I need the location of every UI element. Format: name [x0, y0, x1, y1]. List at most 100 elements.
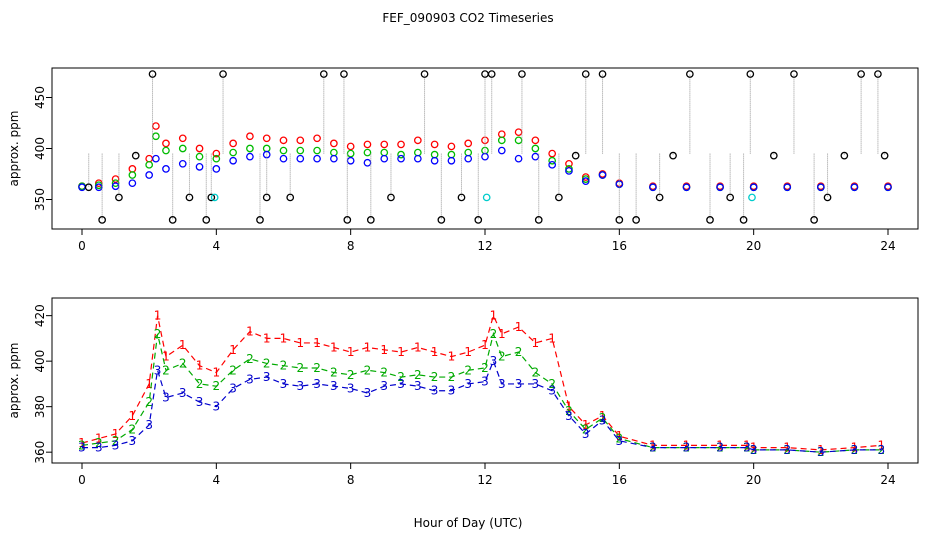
chart-title: FEF_090903 CO2 Timeseries — [382, 11, 553, 25]
data-point — [262, 144, 271, 153]
series-line — [81, 313, 882, 451]
x-tick-label: 20 — [746, 239, 761, 253]
point-label: 2 — [347, 368, 355, 382]
point-label: 1 — [154, 309, 162, 323]
data-point — [413, 148, 422, 157]
x-tick-label: 8 — [347, 239, 355, 253]
point-label: 2 — [548, 377, 556, 391]
data-point — [366, 216, 375, 224]
data-point — [746, 70, 755, 78]
data-point — [219, 70, 227, 78]
data-point — [363, 148, 372, 157]
point-label: 2 — [743, 441, 751, 455]
data-point — [98, 216, 107, 224]
data-point — [162, 146, 170, 155]
point-label: 1 — [414, 341, 422, 355]
point-label: 3 — [716, 441, 724, 455]
point-label: 3 — [380, 379, 388, 393]
point-label: 1 — [364, 341, 372, 355]
data-point — [152, 122, 160, 130]
data-point — [686, 70, 694, 78]
point-label: 3 — [347, 381, 355, 395]
data-point — [185, 193, 194, 202]
point-label: 2 — [129, 422, 137, 436]
data-point — [256, 216, 264, 224]
data-point — [145, 160, 154, 169]
point-label: 1 — [78, 436, 86, 450]
point-label: 2 — [582, 422, 590, 436]
data-point — [330, 139, 338, 148]
point-label: 3 — [213, 400, 221, 414]
data-point — [330, 154, 338, 163]
data-point — [783, 183, 792, 192]
data-point — [229, 156, 237, 165]
point-label: 3 — [263, 370, 271, 384]
series-4 — [210, 193, 756, 202]
data-point — [555, 193, 563, 202]
data-point — [615, 216, 624, 224]
x-tick-label: 4 — [213, 473, 221, 487]
point-label: 1 — [783, 441, 791, 455]
point-label: 1 — [431, 345, 439, 359]
y-tick-label: 400 — [33, 137, 47, 160]
x-tick-label: 12 — [477, 473, 492, 487]
data-point — [313, 134, 321, 143]
data-point — [212, 165, 221, 173]
point-label: 1 — [246, 325, 254, 339]
point-label: 2 — [498, 350, 506, 364]
point-label: 3 — [817, 445, 825, 459]
point-label: 2 — [263, 356, 271, 370]
data-point — [598, 70, 607, 78]
data-point — [131, 151, 140, 160]
point-label: 1 — [498, 327, 506, 341]
point-label: 1 — [532, 336, 540, 350]
data-point — [474, 216, 483, 224]
data-point — [548, 160, 557, 169]
data-point — [148, 70, 157, 78]
x-tick-label: 20 — [746, 473, 761, 487]
point-label: 2 — [431, 370, 439, 384]
data-point — [464, 154, 473, 163]
point-label: 2 — [78, 438, 86, 452]
point-label: 2 — [532, 366, 540, 380]
point-label: 3 — [313, 377, 321, 391]
point-label: 2 — [246, 352, 254, 366]
point-label: 3 — [683, 441, 691, 455]
point-label: 1 — [95, 432, 103, 446]
point-label: 3 — [330, 379, 338, 393]
y-axis-label: approx. ppm — [7, 111, 21, 187]
data-point — [655, 193, 664, 202]
series-line — [82, 359, 882, 453]
data-point — [514, 136, 523, 145]
point-label: 1 — [515, 320, 523, 334]
point-label: 2 — [616, 432, 624, 446]
point-label: 3 — [129, 434, 137, 448]
data-point — [380, 148, 389, 157]
point-label: 3 — [229, 381, 237, 395]
data-point — [262, 134, 271, 143]
point-label: 1 — [481, 338, 489, 352]
point-label: 3 — [448, 384, 456, 398]
point-label: 3 — [95, 441, 103, 455]
point-label: 1 — [490, 309, 498, 323]
data-point — [447, 156, 456, 165]
point-label: 1 — [162, 350, 170, 364]
point-label: 3 — [145, 418, 153, 432]
data-point — [565, 159, 573, 168]
data-point — [229, 139, 237, 148]
data-point — [857, 70, 865, 78]
point-label: 2 — [229, 363, 237, 377]
data-point — [565, 167, 573, 175]
point-label: 2 — [414, 368, 422, 382]
point-label: 3 — [414, 379, 422, 393]
data-point — [531, 144, 540, 153]
data-point — [178, 144, 187, 153]
data-point — [380, 154, 389, 163]
data-point — [649, 183, 657, 192]
point-label: 2 — [464, 363, 472, 377]
point-label: 1 — [548, 331, 556, 345]
point-label: 2 — [683, 441, 691, 455]
data-point — [229, 148, 237, 157]
x-tick-label: 24 — [880, 473, 895, 487]
